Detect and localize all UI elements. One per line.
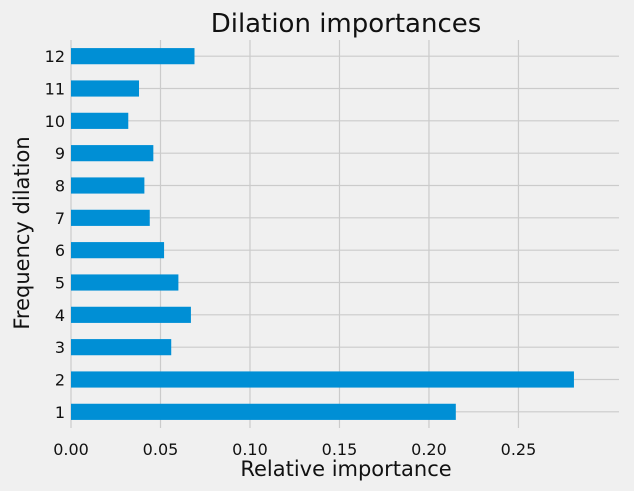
y-tick-label: 5 [55, 274, 65, 293]
y-tick-label: 11 [45, 80, 65, 99]
y-tick-label: 10 [45, 112, 65, 131]
bar-8 [71, 177, 145, 194]
bar-6 [71, 242, 165, 259]
x-tick-label: 0.05 [143, 440, 179, 459]
bar-11 [71, 80, 140, 97]
y-tick-label: 4 [55, 306, 65, 325]
bars [71, 48, 574, 420]
x-tick-label: 0.15 [322, 440, 358, 459]
bar-5 [71, 274, 179, 291]
bar-1 [71, 403, 456, 420]
y-tick-label: 6 [55, 241, 65, 260]
x-tick-label: 0.10 [232, 440, 268, 459]
y-axis-title: Frequency dilation [10, 136, 34, 329]
y-tick-label: 7 [55, 209, 65, 228]
bar-9 [71, 145, 154, 162]
bar-12 [71, 48, 195, 65]
bar-3 [71, 339, 172, 356]
y-tick-label: 8 [55, 177, 65, 196]
x-tick-label: 0.00 [53, 440, 89, 459]
chart-title: Dilation importances [211, 9, 482, 39]
bar-7 [71, 209, 150, 226]
y-tick-label: 2 [55, 371, 65, 390]
bar-10 [71, 112, 129, 129]
y-tick-label: 3 [55, 338, 65, 357]
x-axis-title: Relative importance [240, 457, 451, 481]
x-tick-label: 0.20 [411, 440, 447, 459]
y-tick-label: 1 [55, 403, 65, 422]
x-tick-label: 0.25 [501, 440, 537, 459]
y-tick-label: 9 [55, 144, 65, 163]
x-tick-labels: 0.00 0.05 0.10 0.15 0.20 0.25 [53, 440, 536, 459]
bar-2 [71, 371, 574, 388]
y-tick-label: 12 [45, 47, 65, 66]
bar-4 [71, 306, 191, 323]
